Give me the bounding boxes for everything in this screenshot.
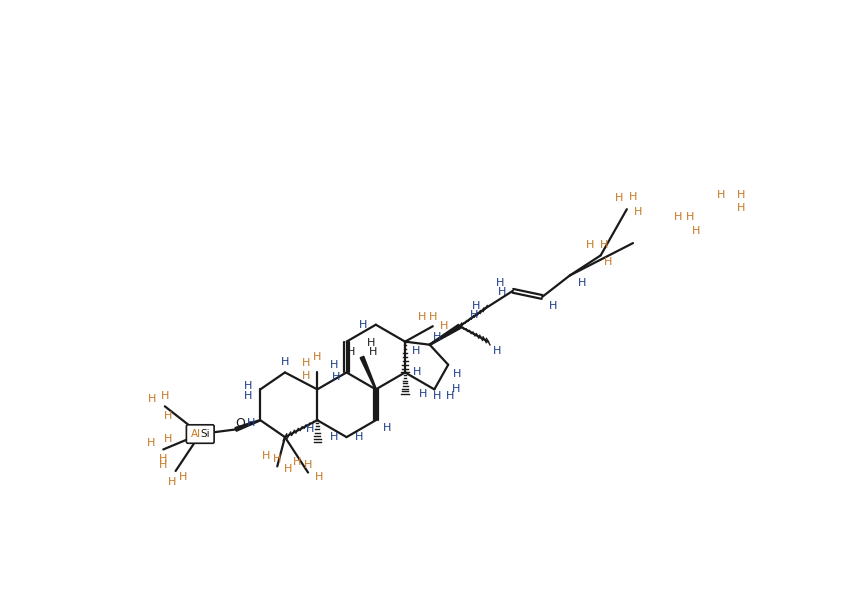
Text: H: H [148, 394, 157, 403]
Text: H: H [302, 370, 311, 381]
Text: H: H [383, 423, 390, 433]
Text: H: H [498, 287, 506, 297]
Text: H: H [497, 278, 505, 288]
Text: Si: Si [201, 429, 210, 439]
FancyBboxPatch shape [186, 425, 214, 443]
Text: H: H [453, 369, 462, 379]
Text: H: H [470, 311, 479, 321]
Text: H: H [674, 212, 682, 222]
Text: H: H [159, 460, 167, 470]
Text: H: H [369, 348, 377, 357]
Polygon shape [235, 419, 261, 431]
Text: H: H [549, 301, 557, 311]
Text: H: H [692, 226, 700, 236]
Text: Al: Al [191, 429, 202, 439]
Text: H: H [330, 432, 338, 442]
Text: H: H [615, 193, 623, 203]
Text: H: H [179, 472, 188, 482]
Text: H: H [293, 457, 301, 467]
Text: H: H [433, 391, 442, 400]
Text: H: H [244, 381, 252, 391]
Text: H: H [244, 391, 252, 400]
Text: H: H [686, 212, 694, 222]
Text: H: H [360, 320, 368, 330]
Text: H: H [159, 454, 167, 464]
Text: H: H [168, 477, 177, 487]
Text: H: H [315, 472, 323, 482]
Text: H: H [305, 424, 314, 435]
Text: H: H [313, 352, 322, 362]
Text: H: H [354, 432, 363, 442]
Text: H: H [716, 190, 725, 200]
Text: H: H [247, 418, 256, 428]
Text: H: H [737, 203, 745, 212]
Text: H: H [347, 348, 355, 357]
Text: H: H [472, 301, 480, 311]
Text: H: H [304, 460, 312, 470]
Text: H: H [578, 278, 586, 288]
Text: H: H [420, 389, 428, 399]
Text: H: H [418, 312, 426, 322]
Text: H: H [164, 433, 172, 444]
Text: H: H [414, 367, 421, 378]
Text: H: H [493, 346, 502, 356]
Polygon shape [360, 356, 377, 390]
Text: H: H [586, 239, 594, 250]
Text: H: H [273, 454, 281, 464]
Text: H: H [160, 391, 169, 400]
Text: H: H [330, 360, 338, 370]
Text: H: H [147, 438, 155, 448]
Text: H: H [302, 358, 311, 368]
Text: H: H [429, 312, 437, 322]
Text: H: H [281, 357, 289, 367]
Polygon shape [429, 324, 461, 345]
Text: H: H [433, 332, 442, 342]
Text: H: H [284, 464, 293, 475]
Text: H: H [412, 346, 420, 356]
Text: H: H [600, 239, 608, 250]
Text: O: O [235, 417, 245, 430]
Text: H: H [164, 411, 172, 421]
Text: H: H [604, 257, 613, 266]
Text: H: H [367, 338, 376, 348]
Text: H: H [263, 451, 270, 460]
Text: H: H [331, 372, 340, 382]
Text: H: H [629, 192, 637, 202]
Text: H: H [439, 321, 448, 331]
Text: H: H [633, 208, 642, 217]
Text: H: H [445, 391, 454, 400]
Text: H: H [737, 190, 745, 200]
Text: H: H [451, 384, 460, 394]
